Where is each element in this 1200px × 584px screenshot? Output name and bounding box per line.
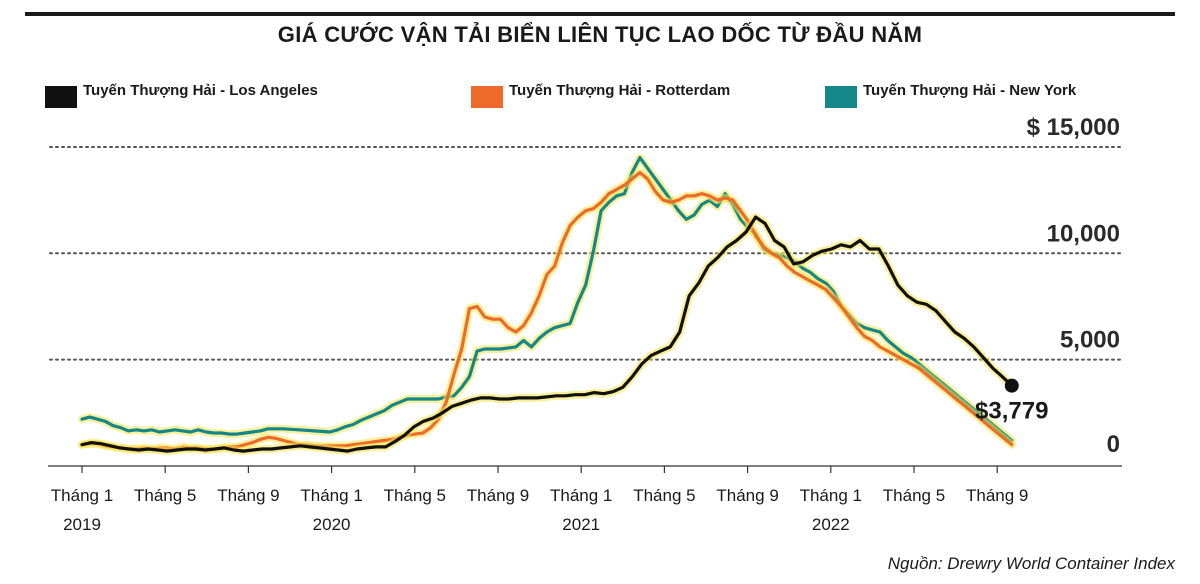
x-year-label-2021: 2021 — [562, 515, 600, 534]
series-line-los-angeles — [80, 215, 1014, 453]
x-tick-label-5: Tháng 9 — [467, 486, 529, 505]
annotation-dot — [1004, 378, 1019, 393]
legend-swatch-new-york — [825, 86, 857, 108]
x-tick-label-10: Tháng 5 — [883, 486, 945, 505]
legend-label-los-angeles: Tuyến Thượng Hải - Los Angeles — [83, 82, 318, 99]
x-tick-label-6: Tháng 1 — [550, 486, 612, 505]
y-tick-label-10000: 10,000 — [1047, 220, 1120, 247]
legend-swatch-rotterdam — [471, 86, 503, 108]
series-line-new-york — [80, 156, 1014, 443]
chart-title: GIÁ CƯỚC VẬN TẢI BIỂN LIÊN TỤC LAO DỐC T… — [277, 22, 923, 47]
x-tick-label-0: Tháng 1 — [51, 486, 113, 505]
x-tick-label-9: Tháng 1 — [800, 486, 862, 505]
x-tick-label-3: Tháng 1 — [300, 486, 362, 505]
series-line-rotterdam — [80, 170, 1014, 451]
x-tick-label-1: Tháng 5 — [134, 486, 196, 505]
legend-label-new-york: Tuyến Thượng Hải - New York — [863, 82, 1077, 99]
annotation-label: $3,779 — [975, 398, 1048, 425]
x-tick-label-4: Tháng 5 — [384, 486, 446, 505]
x-year-label-2020: 2020 — [313, 515, 351, 534]
x-tick-label-2: Tháng 9 — [217, 486, 279, 505]
x-tick-label-7: Tháng 5 — [633, 486, 695, 505]
legend-label-rotterdam: Tuyến Thượng Hải - Rotterdam — [509, 82, 731, 99]
y-tick-label-5000: 5,000 — [1060, 327, 1120, 354]
legend-swatch-los-angeles — [45, 86, 77, 108]
legend-item-los-angeles: Tuyến Thượng Hải - Los Angeles — [45, 82, 318, 108]
legend-item-rotterdam: Tuyến Thượng Hải - Rotterdam — [471, 82, 730, 108]
x-year-label-2022: 2022 — [812, 515, 850, 534]
y-tick-label-0: 0 — [1107, 431, 1120, 458]
x-year-label-2019: 2019 — [63, 515, 101, 534]
y-tick-label-15000: $ 15,000 — [1027, 114, 1120, 141]
x-tick-label-8: Tháng 9 — [716, 486, 778, 505]
x-tick-label-11: Tháng 9 — [966, 486, 1028, 505]
series-glow-rotterdam — [78, 168, 1016, 453]
top-rule — [25, 12, 1175, 16]
legend-item-new-york: Tuyến Thượng Hải - New York — [825, 82, 1076, 108]
source-note: Nguồn: Drewry World Container Index — [887, 554, 1175, 573]
